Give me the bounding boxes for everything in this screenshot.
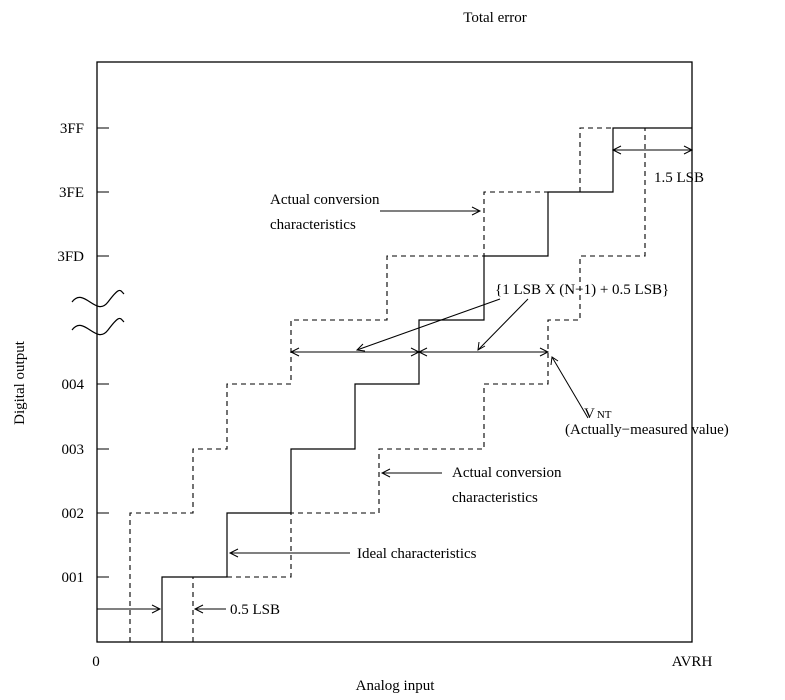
label-actual-upper-line2: characteristics: [270, 217, 356, 233]
leader-actual-lower: [380, 468, 442, 478]
axis-break-symbol: [71, 289, 125, 336]
y-tick-3ff: 3FF: [60, 121, 84, 137]
label-vnt: V NT: [584, 406, 612, 422]
plot-frame: [96, 61, 693, 643]
label-vnt-sub: NT: [597, 409, 612, 421]
x-axis-label: Analog input: [356, 678, 436, 694]
y-tick-3fe: 3FE: [59, 185, 84, 201]
span-arrow-right: [417, 347, 550, 357]
y-axis-label: Digital output: [12, 340, 28, 425]
x-origin-label: 0: [92, 654, 100, 670]
y-tick-002: 002: [62, 506, 85, 522]
label-actual-lower-line2: characteristics: [452, 490, 538, 506]
label-vnt-main: V: [584, 406, 595, 422]
y-tick-3fd: 3FD: [57, 249, 84, 265]
leader-ideal: [228, 548, 350, 558]
leader-vnt: [550, 356, 589, 419]
span-arrow-1-5lsb: [611, 145, 694, 155]
diagram-title: Total error: [463, 10, 527, 26]
label-formula: {1 LSB X (N−1) + 0.5 LSB}: [495, 282, 669, 298]
actual-characteristic-lower: [192, 128, 646, 642]
y-tick-003: 003: [62, 442, 85, 458]
label-0-5lsb: 0.5 LSB: [230, 602, 280, 618]
actual-characteristic-upper: [129, 127, 692, 642]
label-actual-upper-line1: Actual conversion: [270, 192, 380, 208]
x-end-label: AVRH: [672, 654, 713, 670]
leader-formula-right: [477, 298, 529, 351]
label-measured: (Actually−measured value): [565, 422, 729, 438]
label-actual-lower-line1: Actual conversion: [452, 465, 562, 481]
leader-actual-upper: [380, 206, 482, 216]
label-1-5lsb: 1.5 LSB: [654, 170, 704, 186]
leader-formula-left: [355, 298, 501, 352]
ideal-characteristic: [161, 127, 692, 642]
y-tick-001: 001: [62, 570, 85, 586]
y-tick-marks: [97, 127, 109, 578]
arrow-0-5lsb-left: [97, 604, 162, 614]
arrow-0-5lsb-right: [193, 604, 226, 614]
span-arrow-left: [289, 347, 421, 357]
y-tick-004: 004: [62, 377, 85, 393]
label-ideal: Ideal characteristics: [357, 546, 477, 562]
